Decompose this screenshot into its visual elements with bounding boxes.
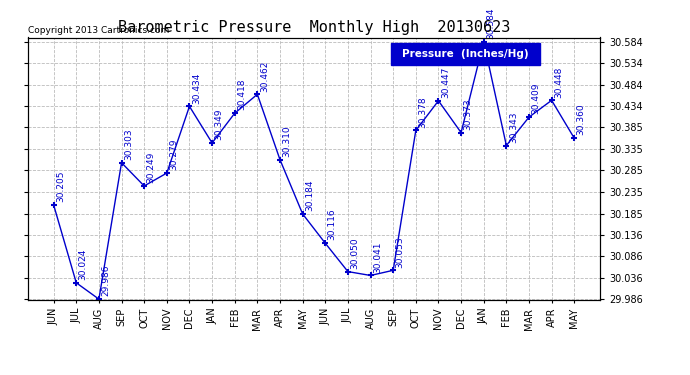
Text: 30.409: 30.409 (531, 83, 540, 114)
Text: 30.053: 30.053 (395, 236, 404, 267)
Text: 30.360: 30.360 (577, 104, 586, 135)
Text: 30.050: 30.050 (351, 237, 359, 269)
FancyBboxPatch shape (391, 43, 540, 65)
Text: 30.205: 30.205 (56, 171, 65, 202)
Text: 29.986: 29.986 (101, 265, 110, 296)
Text: 30.024: 30.024 (79, 249, 88, 280)
Text: 30.447: 30.447 (441, 67, 450, 98)
Text: 30.373: 30.373 (464, 98, 473, 130)
Text: 30.418: 30.418 (237, 79, 246, 111)
Text: 30.310: 30.310 (282, 125, 291, 157)
Text: 30.116: 30.116 (328, 209, 337, 240)
Text: Copyright 2013 Cartronics.com: Copyright 2013 Cartronics.com (28, 26, 169, 35)
Text: 30.041: 30.041 (373, 241, 382, 273)
Text: Pressure  (Inches/Hg): Pressure (Inches/Hg) (402, 49, 529, 59)
Text: 30.303: 30.303 (124, 128, 133, 160)
Text: 30.279: 30.279 (169, 139, 178, 170)
Text: 30.434: 30.434 (192, 72, 201, 104)
Text: 30.378: 30.378 (418, 96, 427, 128)
Text: 30.249: 30.249 (146, 152, 156, 183)
Text: 30.448: 30.448 (554, 66, 563, 98)
Text: 30.349: 30.349 (215, 109, 224, 140)
Text: 30.343: 30.343 (509, 111, 518, 143)
Text: 30.584: 30.584 (486, 8, 495, 39)
Text: 30.462: 30.462 (260, 60, 269, 92)
Text: 30.184: 30.184 (305, 180, 314, 211)
Title: Barometric Pressure  Monthly High  20130623: Barometric Pressure Monthly High 2013062… (118, 20, 510, 35)
